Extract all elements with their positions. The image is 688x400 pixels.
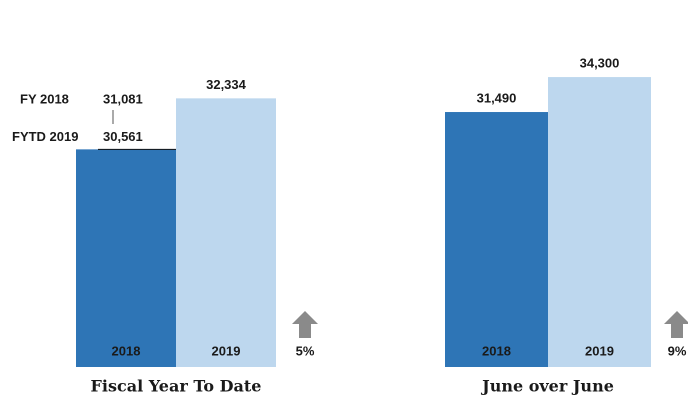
chart-title: Fiscal Year To Date: [91, 377, 262, 396]
category-label: 2019: [212, 343, 241, 358]
category-label: 2018: [112, 343, 141, 358]
bar: [176, 98, 276, 367]
chart-title: June over June: [480, 377, 614, 396]
value-label: 34,300: [580, 56, 620, 71]
bar: [445, 112, 548, 367]
bar: [76, 149, 176, 367]
change-label: 5%: [296, 343, 315, 358]
value-label: 31,490: [477, 90, 517, 105]
value-label: 32,334: [206, 77, 247, 92]
bar: [548, 77, 651, 368]
category-label: 2018: [482, 343, 511, 358]
up-arrow: [664, 311, 688, 338]
change-label: 9%: [668, 343, 687, 358]
annotation-text: FY 2018: [20, 91, 69, 106]
reference-text: FYTD 2019: [12, 129, 78, 144]
value-label: 30,561: [103, 129, 143, 144]
category-label: 2019: [585, 343, 614, 358]
up-arrow: [292, 311, 318, 338]
annotation-label: 31,081: [103, 91, 143, 106]
